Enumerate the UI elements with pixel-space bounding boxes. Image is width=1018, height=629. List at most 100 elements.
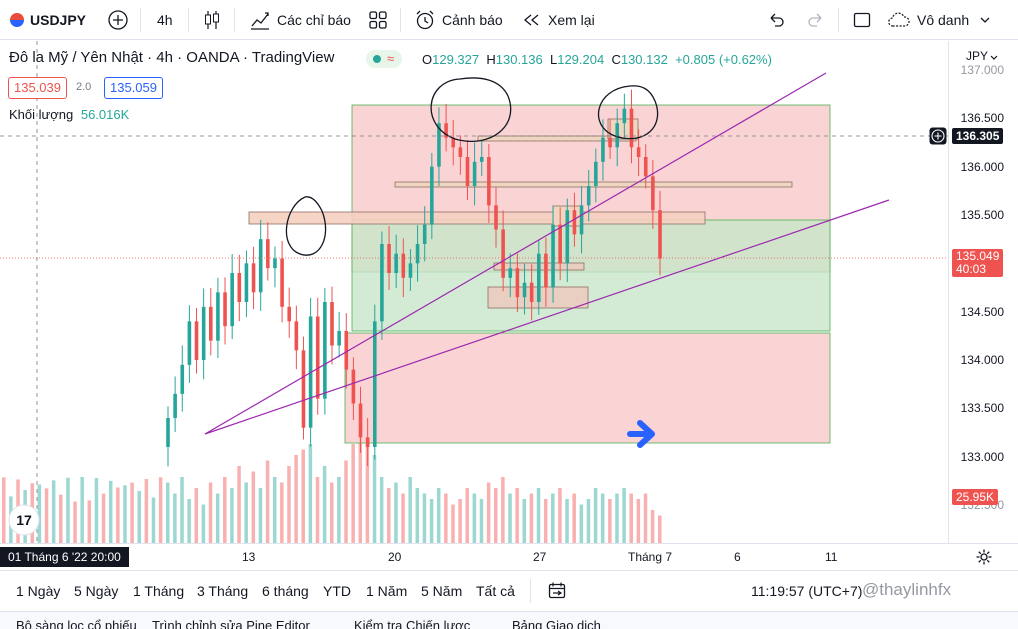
peak-circle-middle[interactable] <box>430 77 512 142</box>
rewind-icon <box>523 14 539 26</box>
candles-icon <box>205 11 219 29</box>
redo-button[interactable] <box>805 0 825 40</box>
currency-chevron-icon[interactable] <box>989 53 999 63</box>
tab-pine-editor[interactable]: Trình chỉnh sửa Pine Editor <box>152 618 310 629</box>
volume-bar <box>194 488 199 543</box>
volume-bar <box>515 488 519 543</box>
undo-button[interactable] <box>767 0 787 40</box>
lower-trendline[interactable] <box>204 199 890 435</box>
candle-body <box>394 253 398 273</box>
candle-body <box>280 258 284 307</box>
alert-button[interactable]: Cảnh báo <box>414 0 503 40</box>
volume-bar <box>486 482 491 543</box>
volume-bar <box>208 482 213 543</box>
volume-bar <box>622 488 626 543</box>
last-price-badge: 135.049 40:03 <box>952 249 1004 277</box>
interval-button[interactable]: 4h <box>157 0 173 40</box>
indicators-chart-icon <box>251 12 269 30</box>
indicators-button[interactable]: Các chỉ báo <box>249 0 351 40</box>
peak-circle-left[interactable] <box>285 196 327 256</box>
indicators-label: Các chỉ báo <box>277 12 351 28</box>
candlestick-chart[interactable]: 17 <box>0 41 948 543</box>
volume-bar <box>287 466 291 543</box>
range-1d-button[interactable]: 1 Ngày <box>16 583 61 599</box>
time-label: Tháng 7 <box>628 550 673 564</box>
range-6m-button[interactable]: 6 tháng <box>262 583 309 599</box>
candle-body <box>294 321 299 351</box>
candle-body <box>180 364 185 394</box>
price-tick-label: 136.000 <box>960 159 1004 174</box>
alarm-clock-icon <box>416 10 434 30</box>
symbol-search-button[interactable]: USDJPY <box>10 0 86 40</box>
range-5d-button[interactable]: 5 Ngày <box>74 583 119 599</box>
candle-body <box>636 147 641 157</box>
volume-bar <box>458 499 462 543</box>
volume-bar <box>315 477 320 543</box>
candle-body <box>579 205 584 235</box>
legend-status[interactable]: ≈ <box>366 50 402 71</box>
volume-bar <box>600 493 605 543</box>
candle-body <box>323 302 327 399</box>
price-chart[interactable]: 17 <box>0 41 948 543</box>
volume-bar <box>44 488 49 543</box>
time-label: 20 <box>388 550 402 564</box>
tab-trading-panel[interactable]: Bảng Giao dịch <box>512 618 601 629</box>
add-alert-plus-icon[interactable] <box>929 127 947 145</box>
volume-label: Khối lượng <box>9 107 74 122</box>
range-5y-button[interactable]: 5 Năm <box>421 583 463 599</box>
volume-bar <box>551 493 555 543</box>
currency-label[interactable]: JPY <box>965 49 988 63</box>
sell-price-button[interactable]: 135.039 <box>8 77 67 99</box>
volume-value: 56.016K <box>80 107 130 122</box>
range-3m-button[interactable]: 3 Tháng <box>197 583 249 599</box>
volume-bar <box>408 477 412 543</box>
symbol-legend-title[interactable]: Đô la Mỹ / Yên Nhật · 4h · OANDA · Tradi… <box>9 49 335 66</box>
candle-body <box>586 186 591 206</box>
range-ytd-button[interactable]: YTD <box>323 583 351 599</box>
volume-bar <box>337 477 341 543</box>
candle-body <box>437 123 441 167</box>
volume-badge: 25.95K <box>952 489 999 505</box>
upper-trendline[interactable] <box>204 72 827 435</box>
volume-bar <box>166 482 170 543</box>
target-zone-rect[interactable] <box>344 332 831 444</box>
clock-timezone[interactable]: 11:19:57 (UTC+7) <box>751 583 863 599</box>
volume-bar <box>558 488 562 543</box>
volume-bar <box>73 501 77 543</box>
candle-body <box>208 306 213 341</box>
arrow-right-icon[interactable] <box>627 420 655 448</box>
time-axis[interactable]: 01 Tháng 6 '22 20:00 13 20 27 Tháng 7 6 … <box>0 543 1018 569</box>
volume-bar <box>94 478 99 543</box>
volume-bar <box>251 471 256 543</box>
gear-icon[interactable] <box>975 548 993 566</box>
chart-type-button[interactable] <box>203 0 221 40</box>
volume-bar <box>508 493 512 543</box>
range-all-button[interactable]: Tất cả <box>476 583 515 599</box>
volume-bar <box>593 488 598 543</box>
buy-price-button[interactable]: 135.059 <box>104 77 163 99</box>
volume-bar <box>101 493 106 543</box>
range-1y-button[interactable]: 1 Năm <box>366 583 408 599</box>
tradingview-logo[interactable]: 17 <box>8 504 40 536</box>
volume-bar <box>158 477 163 543</box>
candle-body <box>601 137 605 162</box>
fullscreen-button[interactable] <box>852 0 872 40</box>
layout-templates-button[interactable] <box>368 0 388 40</box>
volume-bar <box>180 477 184 543</box>
range-1m-button[interactable]: 1 Tháng <box>133 583 185 599</box>
volume-bar <box>494 488 498 543</box>
mid-level-rect[interactable] <box>394 181 793 188</box>
key-level-rect[interactable] <box>248 211 706 225</box>
tab-stock-screener[interactable]: Bộ sàng lọc cổ phiếu <box>16 618 137 629</box>
date-range-icon[interactable] <box>547 581 567 601</box>
volume-bar <box>330 482 334 543</box>
compare-add-button[interactable] <box>107 0 129 40</box>
tab-strategy-tester[interactable]: Kiểm tra Chiến lược <box>354 618 471 629</box>
replay-button[interactable]: Xem lại <box>522 0 595 40</box>
layout-name-button[interactable]: Vô danh <box>887 0 991 40</box>
price-scale[interactable]: JPY 137.000 136.500 136.000 135.500 134.500 1… <box>948 41 1018 543</box>
candle-body <box>201 306 206 360</box>
volume-legend[interactable]: Khối lượng 56.016K <box>9 107 129 122</box>
volume-bar <box>615 493 619 543</box>
candle-body <box>508 268 513 278</box>
